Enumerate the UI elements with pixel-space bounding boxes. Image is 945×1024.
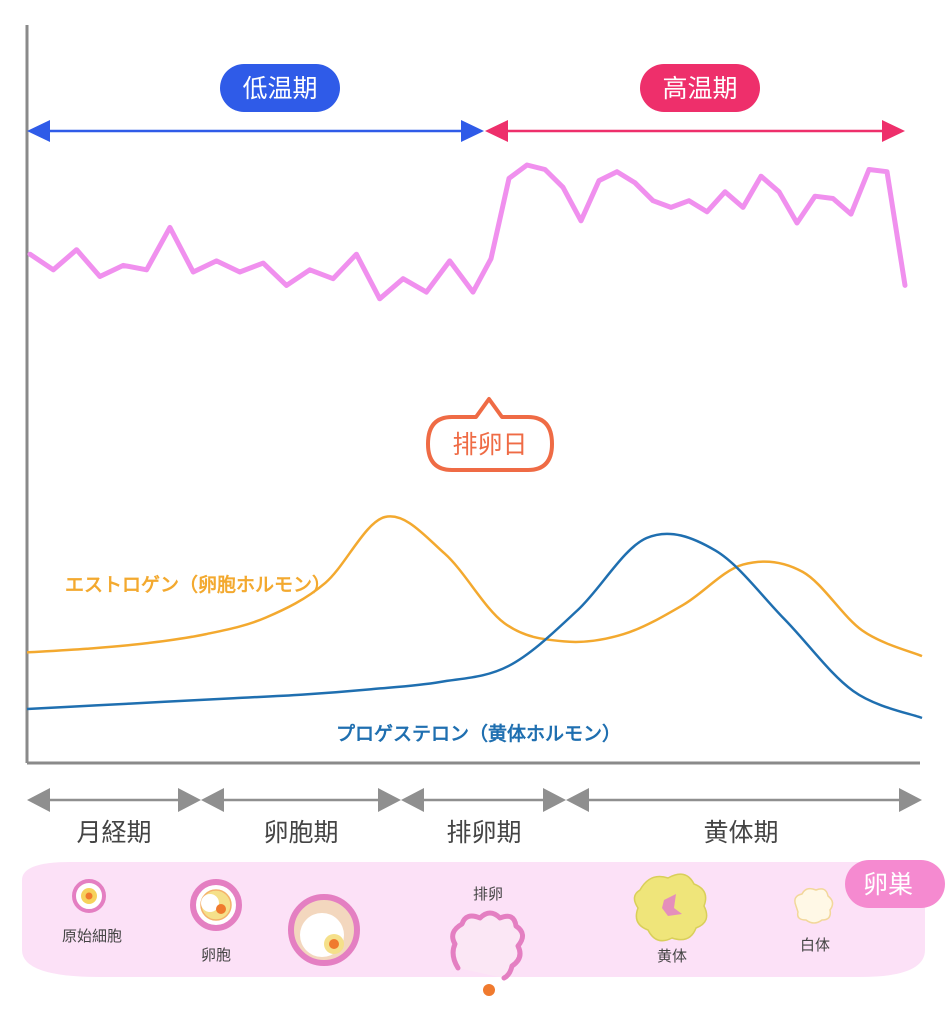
ovulation-day-bubble: [426, 397, 554, 472]
ovulatory-phase-label: 排卵期: [446, 818, 521, 847]
ovary-badge-pill: [845, 860, 945, 908]
high-temperature-badge: [640, 64, 760, 112]
primordial-follicle-label: 原始細胞: [62, 927, 122, 945]
ovulation-illustration: [450, 910, 525, 996]
progesterone-curve: [26, 532, 923, 720]
ovulation-day-label: 排卵日: [452, 430, 527, 459]
phase-arrows: [27, 788, 922, 812]
low-temperature-arrow-right-head: [461, 120, 484, 142]
corpus-albicans-illustration: [794, 887, 834, 924]
basal-body-temperature-curve: [27, 162, 908, 302]
follicle-large-illustration: [288, 894, 360, 966]
estrogen-curve: [26, 515, 923, 658]
luteal-phase-arrow-right-head: [899, 788, 922, 812]
low-temperature-phase: 低温期: [27, 64, 484, 142]
follicle-label: 卵胞: [201, 946, 231, 964]
primordial-follicle-illustration: [72, 879, 106, 913]
high-temperature-phase: 高温期: [485, 64, 905, 142]
ovulation-day-callout: 排卵日: [426, 397, 554, 472]
ovulatory-phase-arrow-right-head: [543, 788, 566, 812]
high-temperature-label: 高温期: [662, 74, 737, 103]
corpus-luteum-illustration: [633, 873, 708, 942]
menstrual-phase-label: 月経期: [76, 818, 151, 847]
progesterone-label: プロゲステロン（黄体ホルモン）: [336, 722, 621, 745]
luteal-phase-arrow-left-head: [566, 788, 589, 812]
ovulatory-phase-arrow-left-head: [401, 788, 424, 812]
corpus-luteum-label: 黄体: [657, 947, 687, 965]
high-temperature-arrow-left-head: [485, 120, 508, 142]
low-temperature-arrow-left-head: [27, 120, 50, 142]
follicular-phase-arrow-right-head: [378, 788, 401, 812]
luteal-phase-label: 黄体期: [703, 818, 778, 847]
estrogen-label: エストロゲン（卵胞ホルモン）: [65, 573, 331, 596]
follicular-phase-label: 卵胞期: [263, 818, 338, 847]
menstrual-phase-arrow-right-head: [178, 788, 201, 812]
menstrual-phase-arrow-left-head: [27, 788, 50, 812]
ovary-label: 卵巣: [863, 870, 913, 899]
low-temperature-label: 低温期: [242, 74, 317, 103]
follicular-phase-arrow-left-head: [201, 788, 224, 812]
high-temperature-arrow-right-head: [882, 120, 905, 142]
ovulation-stage-label: 排卵: [473, 885, 503, 903]
follicle-small-illustration: [190, 879, 242, 931]
low-temperature-badge: [220, 64, 340, 112]
corpus-albicans-label: 白体: [800, 936, 830, 954]
ovary-badge: 卵巣: [845, 860, 945, 908]
